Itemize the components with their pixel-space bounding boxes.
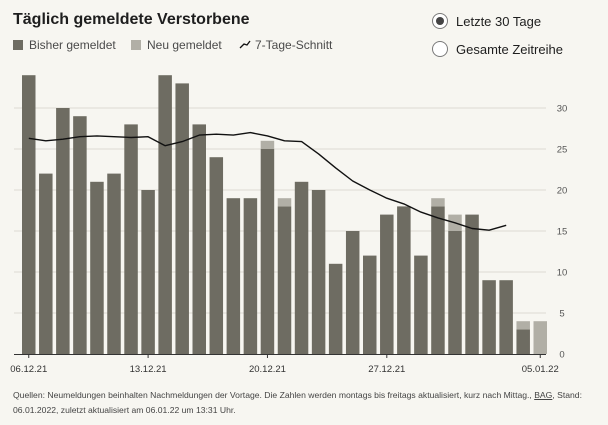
radio-label-full-series[interactable]: Gesamte Zeitreihe bbox=[456, 42, 563, 57]
bar-new bbox=[260, 140, 275, 149]
x-tick-label: 13.12.21 bbox=[130, 364, 167, 375]
radio-button-selected-icon[interactable] bbox=[432, 13, 448, 29]
legend-label-avg: 7-Tage-Schnitt bbox=[255, 38, 333, 52]
bar-reported bbox=[209, 157, 224, 354]
bar-reported bbox=[482, 280, 496, 354]
bar-reported bbox=[243, 198, 258, 354]
bar-reported bbox=[431, 206, 445, 354]
chart-footer: Quellen: Neumeldungen beinhalten Nachmel… bbox=[13, 388, 593, 418]
x-tick-label: 06.12.21 bbox=[10, 364, 47, 375]
y-tick-label: 0 bbox=[559, 350, 564, 361]
bar-reported bbox=[39, 173, 53, 354]
bar-reported bbox=[141, 190, 155, 354]
legend-label-reported: Bisher gemeldet bbox=[29, 38, 116, 52]
legend-swatch-new bbox=[131, 40, 141, 50]
bar-new bbox=[516, 321, 530, 330]
bar-reported bbox=[345, 231, 360, 354]
radio-dot-icon bbox=[436, 17, 444, 25]
bar-reported bbox=[260, 149, 275, 354]
bar-reported bbox=[192, 124, 206, 355]
y-tick-label: 15 bbox=[557, 227, 568, 238]
avg-line bbox=[28, 131, 507, 231]
x-tick-label: 27.12.21 bbox=[368, 364, 405, 375]
bar-reported bbox=[448, 231, 462, 354]
bar-reported bbox=[277, 206, 292, 354]
legend-line-avg-icon bbox=[239, 40, 251, 49]
footer-text-end: , Stand: 06.01.2022, zuletzt aktualisier… bbox=[13, 390, 582, 415]
legend-swatch-reported bbox=[13, 40, 23, 50]
chart-plot: 0 5 10 15 20 25 30 06.12.21 13.12.21 20.12.21 27.1… bbox=[10, 75, 568, 375]
bar-reported bbox=[294, 181, 309, 354]
x-tick-label: 20.12.21 bbox=[249, 364, 286, 375]
bar-reported bbox=[226, 198, 241, 354]
bar-reported bbox=[107, 173, 121, 354]
bar-reported bbox=[56, 108, 70, 354]
bar-reported bbox=[397, 206, 411, 354]
bar-reported bbox=[22, 75, 36, 354]
y-tick-label: 20 bbox=[557, 186, 568, 197]
radio-button-unselected-icon[interactable] bbox=[432, 41, 448, 57]
bar-reported bbox=[328, 263, 343, 354]
bar-reported bbox=[73, 116, 87, 354]
bar-reported bbox=[311, 190, 326, 354]
y-tick-label: 25 bbox=[557, 145, 568, 156]
bar-reported bbox=[380, 214, 394, 354]
footer-text: Quellen: Neumeldungen beinhalten Nachmel… bbox=[13, 390, 535, 400]
bar-reported bbox=[516, 329, 530, 354]
y-tick-label: 5 bbox=[559, 309, 564, 320]
y-tick-label: 30 bbox=[557, 104, 568, 115]
bar-new bbox=[431, 198, 445, 207]
bar-new bbox=[533, 321, 547, 354]
bar-reported bbox=[175, 83, 189, 355]
bar-reported bbox=[499, 280, 513, 354]
bar-reported bbox=[414, 255, 428, 354]
footer-source-link[interactable]: BAG bbox=[534, 390, 553, 400]
bar-reported bbox=[363, 255, 377, 354]
bar-reported bbox=[465, 214, 479, 354]
y-tick-label: 10 bbox=[557, 268, 568, 279]
bar-reported bbox=[124, 124, 138, 355]
bar-reported bbox=[90, 181, 104, 354]
x-tick-label: 05.01.22 bbox=[522, 364, 559, 375]
bar-new bbox=[277, 198, 292, 207]
bar-reported bbox=[158, 75, 172, 354]
legend-label-new: Neu gemeldet bbox=[147, 38, 222, 52]
radio-label-last-30-days[interactable]: Letzte 30 Tage bbox=[456, 14, 542, 29]
chart-title: Täglich gemeldete Verstorbene bbox=[13, 11, 250, 28]
